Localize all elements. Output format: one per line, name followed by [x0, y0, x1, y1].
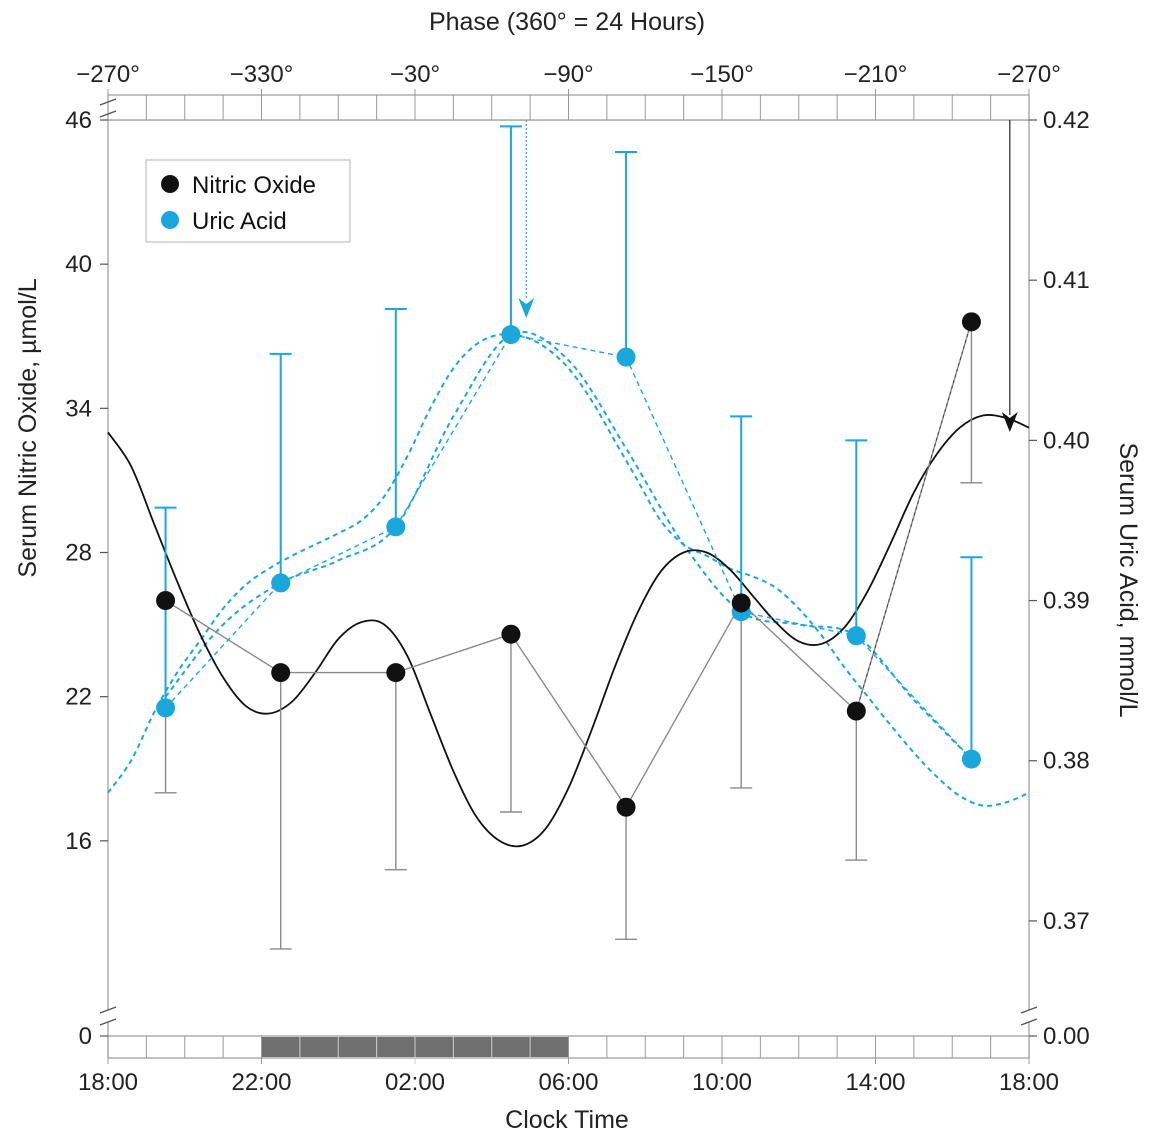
phase-tick-label: −270° [997, 61, 1061, 88]
y-left-tick-label: 16 [65, 828, 92, 855]
legend-label-nitric-oxide: Nitric Oxide [192, 172, 316, 199]
uric-acid-point [156, 698, 176, 718]
top-axis-title: Phase (360° = 24 Hours) [429, 8, 705, 36]
phase-tick-label: −30° [390, 61, 440, 88]
nitric-oxide-point [271, 663, 291, 683]
x-tick-label: 14:00 [845, 1069, 905, 1096]
phase-tick-label: −90° [543, 61, 593, 88]
axis-break-left-1 [99, 1006, 117, 1014]
nitric-oxide-point [731, 593, 751, 613]
y-right-tick-label: 0.42 [1043, 107, 1090, 134]
x-tick-label: 18:00 [999, 1069, 1059, 1096]
axis-break-right-1 [1020, 1006, 1038, 1014]
uric-acid-acrophase-arrowhead [518, 298, 535, 318]
phase-tick-label: −330° [230, 61, 294, 88]
uric-acid-point [616, 347, 636, 367]
y-right-tick-label: 0.37 [1043, 908, 1090, 935]
x-tick-label: 02:00 [385, 1069, 445, 1096]
y-right-tick-label: 0.00 [1043, 1023, 1090, 1050]
nitric-oxide-point [961, 312, 981, 332]
axis-break-left-2 [99, 1018, 117, 1026]
uric-acid-connector [165, 333, 972, 760]
x-axis-title: Clock Time [505, 1106, 629, 1134]
x-tick-label: 10:00 [692, 1069, 752, 1096]
y-left-tick-label: 46 [65, 107, 92, 134]
y-left-axis-title: Serum Nitric Oxide, µmol/L [14, 278, 42, 577]
uric-acid-point [846, 626, 866, 646]
x-tick-label: 18:00 [78, 1069, 138, 1096]
legend: Nitric Oxide Uric Acid [145, 159, 351, 243]
x-tick-label: 06:00 [538, 1069, 598, 1096]
y-right-tick-label: 0.38 [1043, 748, 1090, 775]
y-right-axis-title: Serum Uric Acid, mmol/L [1114, 442, 1142, 717]
phase-strip-break [99, 98, 117, 118]
nitric-oxide-point [156, 591, 176, 611]
legend-label-uric-acid: Uric Acid [192, 208, 287, 235]
y-left-tick-label: 0 [79, 1023, 92, 1050]
y-left-tick-label: 28 [65, 540, 92, 567]
nitric-oxide-fit [107, 414, 1030, 848]
uric-acid-point [386, 517, 406, 537]
legend-marker-uric-acid [161, 211, 179, 229]
y-left-tick-label: 34 [65, 395, 92, 422]
nitric-oxide-point [386, 663, 406, 683]
uric-acid-point [271, 573, 291, 593]
nitric-oxide-acrophase-arrowhead [1001, 412, 1018, 432]
y-left-tick-label: 40 [65, 251, 92, 278]
uric-acid-point [501, 325, 521, 345]
phase-tick-label: −270° [76, 61, 140, 88]
plot-layer: 18:00 22:00 02:00 06:00 10:00 14:00 18:00 −270°… [65, 61, 1089, 1096]
uric-acid-fit-2 [164, 330, 973, 760]
y-right-tick-label: 0.39 [1043, 588, 1090, 615]
y-right-tick-label: 0.40 [1043, 427, 1090, 454]
phase-tick-label: −210° [844, 61, 908, 88]
nitric-oxide-connector [165, 321, 973, 809]
y-right-tick-label: 0.41 [1043, 267, 1090, 294]
phase-tick-label: −150° [690, 61, 754, 88]
legend-marker-nitric-oxide [161, 175, 179, 193]
axis-break-right-2 [1020, 1018, 1038, 1026]
legend-box [145, 159, 351, 243]
uric-acid-point [961, 749, 981, 769]
nitric-oxide-connector-dashed [855, 321, 972, 712]
nitric-oxide-point [616, 797, 636, 817]
x-tick-label: 22:00 [231, 1069, 291, 1096]
uric-acid-fit-1 [107, 332, 1030, 807]
nitric-oxide-point [501, 624, 521, 644]
nitric-oxide-point [846, 701, 866, 721]
y-left-tick-label: 22 [65, 684, 92, 711]
